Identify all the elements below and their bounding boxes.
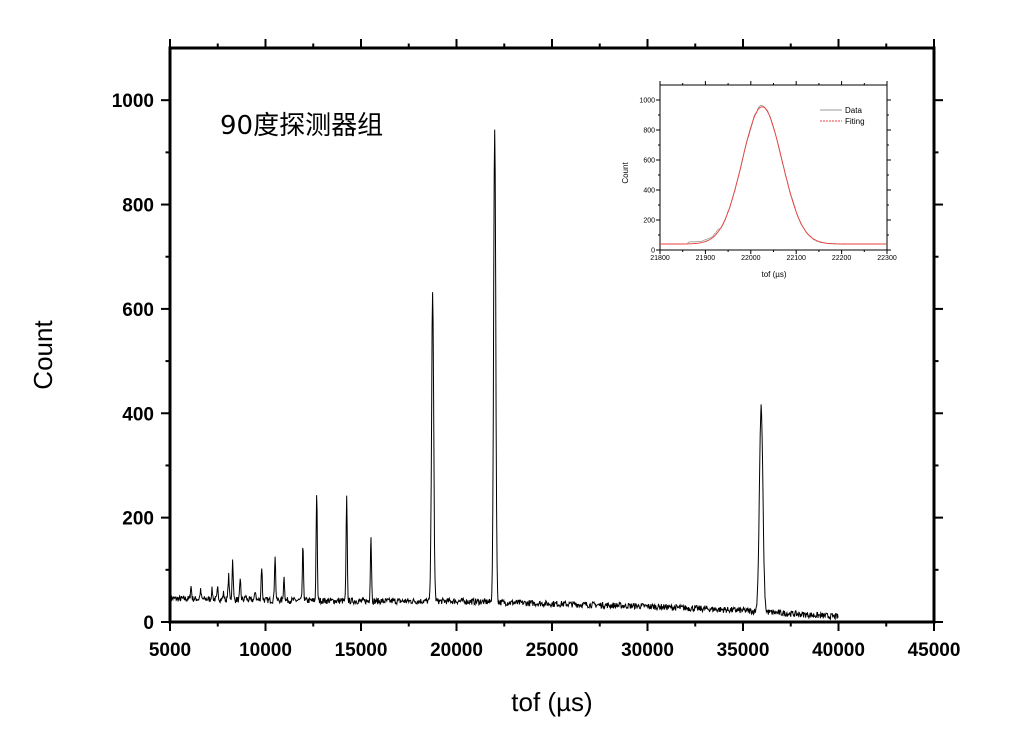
inset-y-axis-label: Count (621, 162, 630, 184)
legend-label-data: Data (845, 106, 862, 115)
x-tick-label: 45000 (908, 640, 961, 661)
y-tick-label: 800 (643, 128, 655, 135)
y-tick-label: 800 (122, 196, 154, 217)
x-tick-label: 22300 (877, 255, 897, 262)
x-tick-label: 10000 (239, 640, 292, 661)
x-tick-label: 21800 (650, 255, 670, 262)
x-tick-label: 22200 (832, 255, 852, 262)
y-tick-label: 600 (122, 300, 154, 321)
chart-annotation: 90度探测器组 (220, 111, 383, 141)
x-axis-label: tof (µs) (511, 687, 592, 717)
y-tick-label: 0 (143, 613, 154, 634)
x-tick-label: 20000 (430, 640, 483, 661)
x-tick-label: 25000 (526, 640, 579, 661)
x-tick-label: 30000 (621, 640, 674, 661)
inset-fit-line (660, 106, 887, 245)
x-tick-label: 21900 (696, 255, 716, 262)
spectrum-line (169, 129, 839, 621)
y-tick-label: 1000 (112, 91, 154, 112)
x-tick-label: 22100 (786, 255, 806, 262)
y-tick-label: 400 (643, 188, 655, 195)
x-tick-label: 5000 (149, 640, 191, 661)
y-axis-label: Count (28, 320, 58, 390)
inset-x-axis-label: tof (µs) (761, 270, 786, 279)
x-tick-label: 22000 (741, 255, 761, 262)
y-tick-label: 200 (122, 509, 154, 530)
y-tick-label: 400 (122, 404, 154, 425)
y-tick-label: 600 (643, 158, 655, 165)
y-tick-label: 1000 (639, 98, 655, 105)
y-tick-label: 0 (651, 248, 655, 255)
legend-label-fiting: Fiting (845, 117, 865, 126)
x-tick-label: 35000 (717, 640, 770, 661)
x-tick-label: 15000 (335, 640, 388, 661)
x-tick-label: 40000 (812, 640, 865, 661)
y-tick-label: 200 (643, 218, 655, 225)
